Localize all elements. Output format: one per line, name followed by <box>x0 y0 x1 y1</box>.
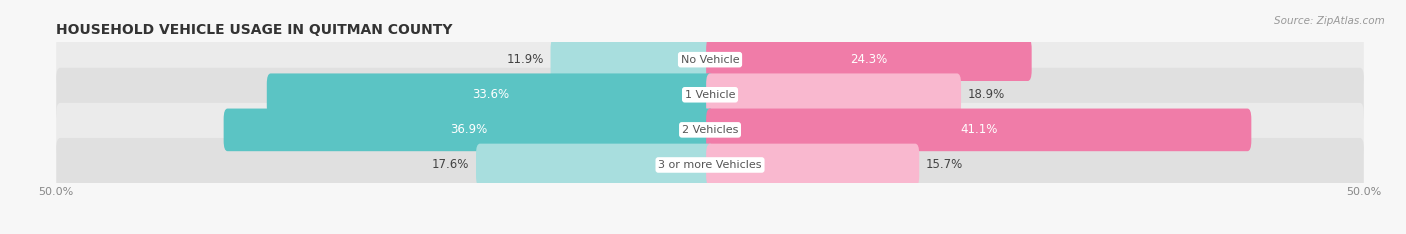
FancyBboxPatch shape <box>56 33 1364 87</box>
FancyBboxPatch shape <box>477 144 714 186</box>
Text: 36.9%: 36.9% <box>450 123 488 136</box>
Legend: Owner-occupied, Renter-occupied: Owner-occupied, Renter-occupied <box>591 231 830 234</box>
Text: 15.7%: 15.7% <box>925 158 963 172</box>
FancyBboxPatch shape <box>56 138 1364 192</box>
FancyBboxPatch shape <box>224 109 714 151</box>
FancyBboxPatch shape <box>551 38 714 81</box>
Text: No Vehicle: No Vehicle <box>681 55 740 65</box>
Text: Source: ZipAtlas.com: Source: ZipAtlas.com <box>1274 16 1385 26</box>
FancyBboxPatch shape <box>267 73 714 116</box>
Text: HOUSEHOLD VEHICLE USAGE IN QUITMAN COUNTY: HOUSEHOLD VEHICLE USAGE IN QUITMAN COUNT… <box>56 23 453 37</box>
Text: 3 or more Vehicles: 3 or more Vehicles <box>658 160 762 170</box>
Text: 41.1%: 41.1% <box>960 123 997 136</box>
FancyBboxPatch shape <box>56 103 1364 157</box>
FancyBboxPatch shape <box>706 109 1251 151</box>
FancyBboxPatch shape <box>706 38 1032 81</box>
Text: 18.9%: 18.9% <box>967 88 1005 101</box>
Text: 33.6%: 33.6% <box>472 88 509 101</box>
FancyBboxPatch shape <box>56 68 1364 122</box>
Text: 1 Vehicle: 1 Vehicle <box>685 90 735 100</box>
Text: 24.3%: 24.3% <box>851 53 887 66</box>
Text: 2 Vehicles: 2 Vehicles <box>682 125 738 135</box>
FancyBboxPatch shape <box>706 73 962 116</box>
FancyBboxPatch shape <box>706 144 920 186</box>
Text: 17.6%: 17.6% <box>432 158 470 172</box>
Text: 11.9%: 11.9% <box>506 53 544 66</box>
